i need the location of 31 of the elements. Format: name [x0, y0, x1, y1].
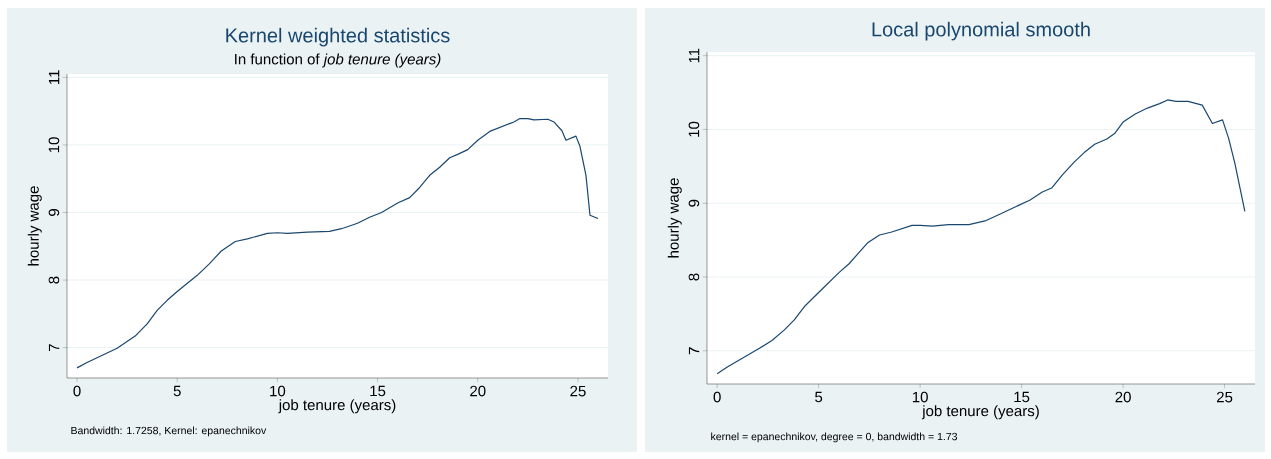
x-tick-label: 25 — [1216, 391, 1233, 403]
y-tick-label: 10 — [688, 121, 700, 137]
x-axis-title: job tenure (years) — [278, 399, 396, 414]
y-tick-label: 7 — [48, 344, 60, 351]
y-tick-label: 9 — [48, 209, 60, 216]
x-tick-label: 25 — [570, 385, 586, 397]
x-tick-label: 15 — [1014, 391, 1030, 403]
y-tick-label: 11 — [688, 48, 700, 63]
x-tick-label: 0 — [713, 391, 721, 403]
y-tick-label: 7 — [688, 347, 700, 355]
x-tick-label: 20 — [470, 385, 486, 397]
text: kernel = epanechnikov, degree = 0, bandwidth = 1.73 — [711, 432, 958, 443]
x-tick-label: 10 — [270, 385, 286, 397]
chart-title: Local polynomial smooth — [872, 21, 1090, 41]
chart-subtitle: In function of job tenure (years) — [235, 53, 441, 68]
x-tick-label: 15 — [370, 385, 386, 397]
x-tick-label: 10 — [912, 391, 928, 403]
y-axis-title: hourly wage — [27, 186, 42, 266]
chart-title: Kernel weighted statistics — [226, 27, 450, 47]
text: Bandwidth: 1.7258, Kernel: epanechnikov — [71, 426, 267, 437]
x-tick-label: 5 — [173, 385, 181, 397]
x-tick-label: 5 — [815, 391, 823, 403]
y-tick-label: 8 — [688, 273, 700, 281]
x-axis-title: job tenure (years) — [921, 405, 1039, 420]
y-tick-label: 9 — [688, 199, 700, 207]
y-tick-label: 10 — [48, 137, 60, 153]
y-tick-label: 11 — [48, 70, 60, 85]
x-tick-label: 20 — [1115, 391, 1131, 403]
x-tick-label: 0 — [73, 385, 81, 397]
y-tick-label: 8 — [48, 276, 60, 284]
y-axis-title: hourly wage — [667, 178, 682, 258]
